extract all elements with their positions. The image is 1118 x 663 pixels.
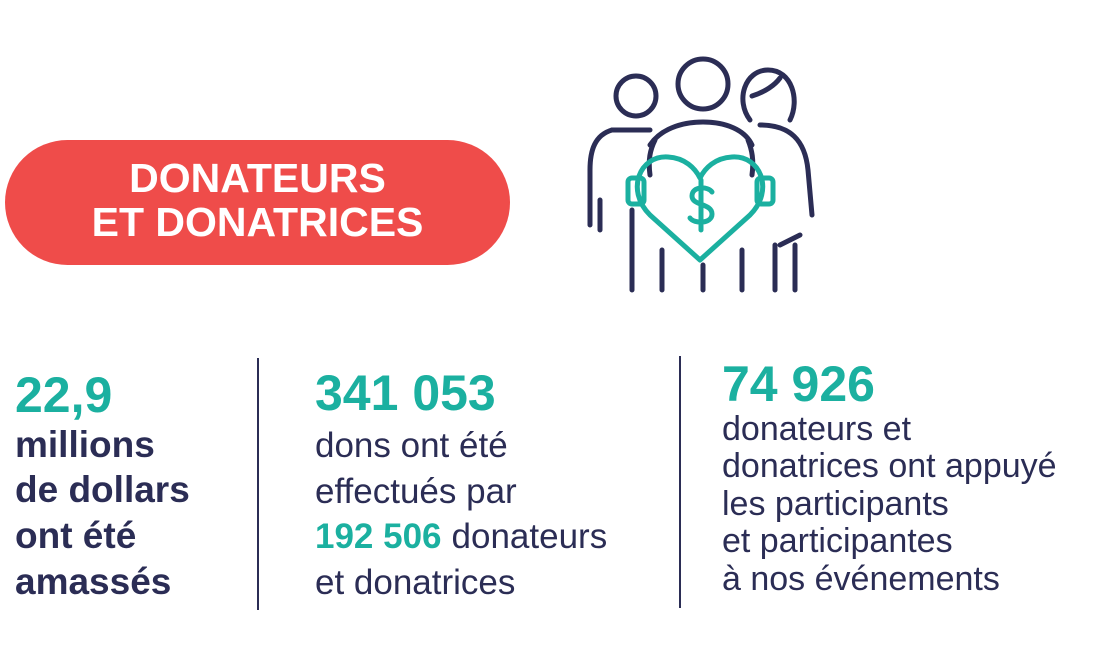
- stat-text: ont été: [15, 515, 137, 556]
- stat-text: et donatrices: [315, 563, 516, 602]
- donors-icon: [587, 56, 815, 293]
- stat-text: donatrices ont appuyé: [722, 447, 1057, 485]
- stat-text: à nos événements: [722, 560, 1000, 598]
- stat-text: effectués par: [315, 472, 517, 511]
- stat-number: 341 053: [315, 365, 496, 421]
- stat-text: dons ont été: [315, 426, 508, 465]
- badge-line: DONATEURS: [129, 155, 386, 201]
- divider: [679, 356, 681, 608]
- badge-line: ET DONATRICES: [91, 199, 424, 245]
- stat-line: 192 506 donateurs: [315, 514, 607, 560]
- badge: DONATEURS ET DONATRICES: [5, 140, 510, 265]
- stat-number: 74 926: [722, 356, 875, 412]
- stat-highlight: 192 506: [315, 517, 442, 556]
- stat-text: millions: [15, 424, 155, 465]
- stat-text: de dollars: [15, 469, 190, 510]
- stat-text: donateurs et: [722, 410, 912, 448]
- divider: [257, 358, 259, 610]
- stat-number: 22,9: [15, 367, 113, 423]
- stat-text: et participantes: [722, 522, 953, 560]
- stat-text: amassés: [15, 561, 172, 602]
- stat-text: donateurs: [451, 517, 608, 556]
- stat-text: les participants: [722, 485, 949, 523]
